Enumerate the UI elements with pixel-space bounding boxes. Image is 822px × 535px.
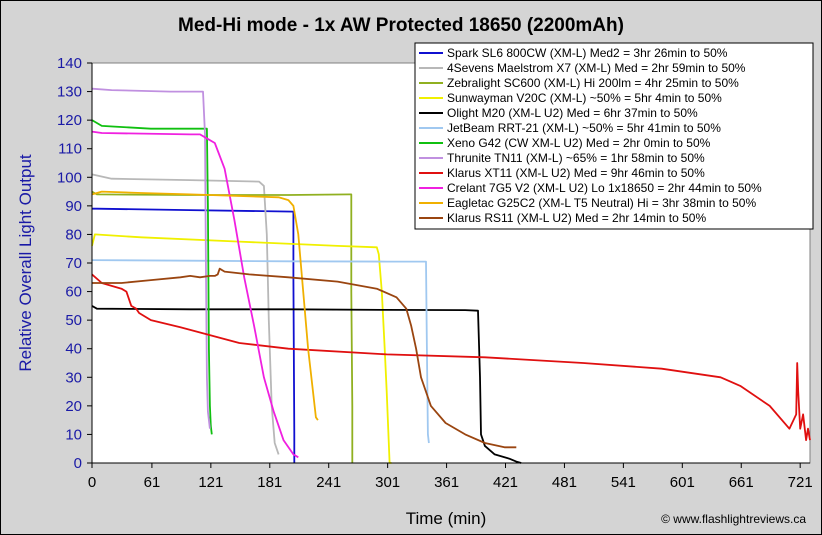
x-axis-label: Time (min) bbox=[406, 509, 487, 528]
x-tick-label: 241 bbox=[316, 474, 341, 491]
series-line-8 bbox=[91, 87, 211, 429]
y-tick-label: 40 bbox=[65, 341, 82, 358]
x-tick-label: 0 bbox=[88, 474, 96, 491]
y-tick-label: 120 bbox=[57, 112, 82, 129]
y-tick-label: 110 bbox=[58, 141, 82, 158]
y-tick-label: 10 bbox=[65, 426, 82, 443]
legend-entry: Olight M20 (XM-L U2) Med = 6hr 37min to … bbox=[447, 106, 698, 120]
series-line-12 bbox=[92, 267, 517, 449]
legend-entry: Eagletac G25C2 (XM-L T5 Neutral) Hi = 3h… bbox=[447, 196, 756, 210]
series-layer bbox=[91, 87, 811, 464]
x-axis-ticks: 0 61 121 181 241 301 361 421 481 541 601 661 721 bbox=[88, 463, 813, 491]
y-tick-label: 50 bbox=[65, 312, 82, 329]
legend-entry: Klarus RS11 (XM-L U2) Med = 2hr 14min to… bbox=[447, 211, 706, 225]
legend-entry: Zebralight SC600 (XM-L) Hi 200lm = 4hr 2… bbox=[447, 76, 739, 90]
chart-title: Med-Hi mode - 1x AW Protected 18650 (220… bbox=[178, 15, 624, 36]
series-line-10 bbox=[91, 130, 299, 459]
x-tick-label: 181 bbox=[257, 474, 282, 491]
series-line-7 bbox=[91, 119, 213, 435]
legend-box bbox=[414, 42, 814, 230]
x-tick-label: 361 bbox=[434, 474, 459, 491]
x-tick-label: 721 bbox=[788, 474, 813, 491]
legend-entry: Crelant 7G5 V2 (XM-L U2) Lo 1x18650 = 2h… bbox=[447, 181, 762, 195]
y-tick-label: 90 bbox=[65, 198, 82, 215]
legend-entry: Spark SL6 800CW (XM-L) Med2 = 3hr 26min … bbox=[447, 46, 728, 60]
legend-entry: 4Sevens Maelstrom X7 (XM-L) Med = 2hr 59… bbox=[447, 61, 746, 75]
legend-entry: Klarus XT11 (XM-L U2) Med = 9hr 46min to… bbox=[447, 166, 705, 180]
x-tick-label: 481 bbox=[552, 474, 577, 491]
legend-entry: JetBeam RRT-21 (XM-L) ~50% = 5hr 41min t… bbox=[447, 121, 721, 135]
x-tick-label: 421 bbox=[493, 474, 518, 491]
series-line-1 bbox=[92, 207, 296, 463]
y-tick-label: 100 bbox=[57, 169, 82, 186]
legend-entry: Sunwayman V20C (XM-L) ~50% = 5hr 4min to… bbox=[447, 91, 722, 105]
y-tick-label: 20 bbox=[65, 398, 82, 415]
y-tick-label: 0 bbox=[74, 455, 82, 472]
y-tick-label: 130 bbox=[57, 84, 82, 101]
y-tick-label: 80 bbox=[65, 226, 82, 243]
x-tick-label: 121 bbox=[198, 474, 223, 491]
y-tick-label: 70 bbox=[65, 255, 82, 272]
legend-entry: Xeno G42 (CW XM-L U2) Med = 2hr 0min to … bbox=[447, 136, 711, 150]
legend-entry: Thrunite TN11 (XM-L) ~65% = 1hr 58min to… bbox=[447, 151, 705, 165]
y-tick-label: 30 bbox=[65, 369, 82, 386]
series-line-9 bbox=[91, 273, 811, 442]
series-line-4 bbox=[91, 233, 392, 464]
series-line-2 bbox=[91, 173, 280, 455]
y-axis-label: Relative Overall Light Output bbox=[16, 154, 35, 372]
y-axis-ticks: 0 10 20 30 40 50 60 70 80 90 100 110 120 130 140 bbox=[57, 55, 92, 472]
y-tick-label: 60 bbox=[65, 284, 82, 301]
credit-text: © www.flashlightreviews.ca bbox=[661, 512, 806, 526]
x-tick-label: 661 bbox=[729, 474, 754, 491]
x-tick-label: 301 bbox=[375, 474, 400, 491]
x-tick-label: 61 bbox=[144, 474, 161, 491]
series-line-3 bbox=[91, 190, 354, 463]
y-tick-label: 140 bbox=[57, 55, 82, 72]
x-tick-label: 601 bbox=[670, 474, 695, 491]
legend: Spark SL6 800CW (XM-L) Med2 = 3hr 26min … bbox=[414, 42, 814, 230]
x-tick-label: 541 bbox=[611, 474, 636, 491]
series-line-11 bbox=[91, 190, 319, 421]
